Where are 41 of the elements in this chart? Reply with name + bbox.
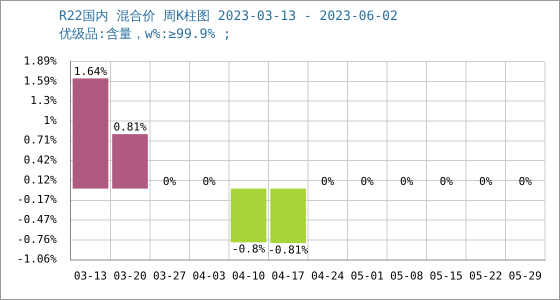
data-label: -0.81% <box>268 243 308 256</box>
y-tick-label: 1.59% <box>24 74 58 88</box>
data-label: 1.64% <box>74 64 108 78</box>
bar <box>270 188 306 244</box>
bar <box>112 134 148 189</box>
y-tick-label: -0.17% <box>16 193 58 206</box>
data-label: 0% <box>518 174 532 188</box>
bar <box>72 78 108 189</box>
y-tick-label: -1.06% <box>16 252 58 266</box>
y-tick-label: 1.89% <box>24 54 58 68</box>
y-tick-label: 0.42% <box>24 154 58 167</box>
chart-title: R22国内 混合价 周K柱图 2023-03-13 - 2023-06-02 <box>59 8 398 25</box>
data-label: 0% <box>162 174 177 188</box>
data-label: 0% <box>479 174 493 188</box>
data-label: -0.8% <box>232 242 266 256</box>
data-label: 0.81% <box>113 120 147 134</box>
x-tick-label: 04-03 <box>192 269 226 282</box>
bar <box>230 188 266 242</box>
data-label: 0% <box>440 174 454 188</box>
y-tick-label: 1.3% <box>30 94 58 108</box>
y-tick-label: 0.71% <box>24 134 58 147</box>
y-tick-label: -0.47% <box>16 213 58 226</box>
x-tick-label: 04-24 <box>311 269 345 282</box>
x-tick-label: 05-22 <box>469 269 502 282</box>
x-tick-label: 05-01 <box>350 269 384 282</box>
x-tick-label: 04-17 <box>272 269 305 282</box>
data-label: 0% <box>400 174 414 188</box>
data-label: 0% <box>360 174 374 188</box>
x-tick-label: 05-15 <box>430 269 463 282</box>
x-tick-label: 05-29 <box>508 269 542 282</box>
x-tick-label: 03-20 <box>113 269 147 282</box>
x-tick-label: 03-13 <box>74 269 108 282</box>
x-tick-label: 05-08 <box>390 269 424 282</box>
chart-subtitle: 优级品:含量，w%:≥99.9% ; <box>59 26 231 43</box>
x-tick-label: 03-27 <box>152 269 186 282</box>
y-tick-label: 0.12% <box>24 173 58 186</box>
data-label: 0% <box>202 174 216 188</box>
x-tick-label: 04-10 <box>232 269 266 282</box>
data-label: 0% <box>321 174 335 188</box>
y-tick-label: 1% <box>43 114 58 127</box>
y-tick-label: -0.76% <box>16 232 58 246</box>
